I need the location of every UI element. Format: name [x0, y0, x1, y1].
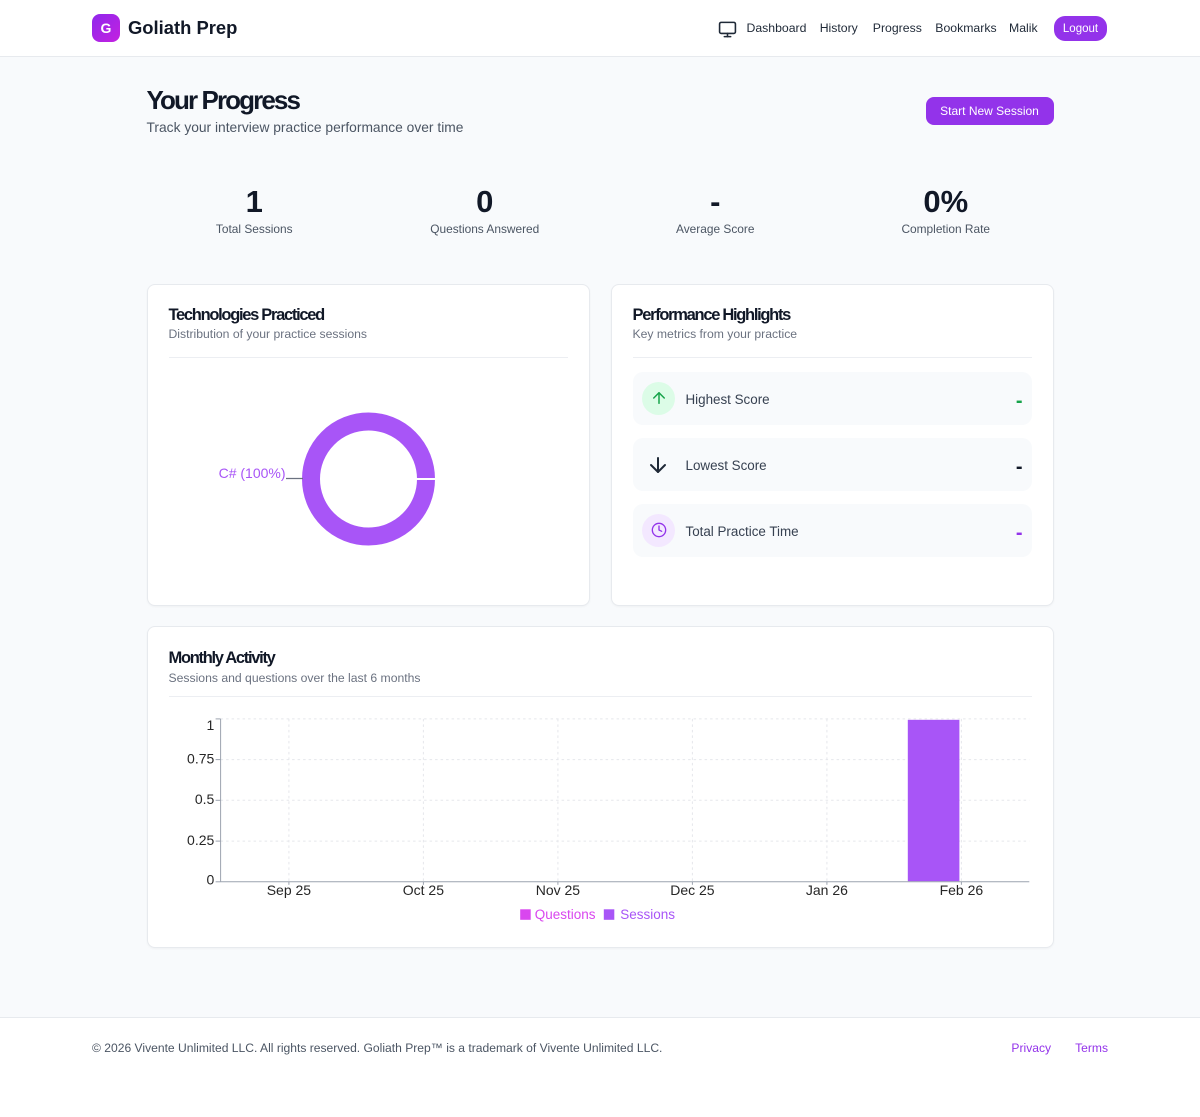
svg-text:Sep 25: Sep 25: [266, 882, 311, 898]
svg-text:Jan 26: Jan 26: [805, 882, 847, 898]
svg-text:1: 1: [206, 717, 214, 733]
svg-text:Feb 26: Feb 26: [939, 882, 983, 898]
svg-text:0.25: 0.25: [187, 832, 214, 848]
svg-text:Oct 25: Oct 25: [402, 882, 443, 898]
svg-text:0: 0: [206, 871, 214, 887]
svg-text:Questions: Questions: [534, 907, 595, 922]
svg-text:C# (100%): C# (100%): [218, 465, 285, 481]
svg-text:0.75: 0.75: [187, 750, 214, 766]
svg-text:Nov 25: Nov 25: [535, 882, 580, 898]
svg-text:0.5: 0.5: [194, 791, 214, 807]
svg-text:Dec 25: Dec 25: [670, 882, 715, 898]
svg-text:Sessions: Sessions: [620, 907, 675, 922]
